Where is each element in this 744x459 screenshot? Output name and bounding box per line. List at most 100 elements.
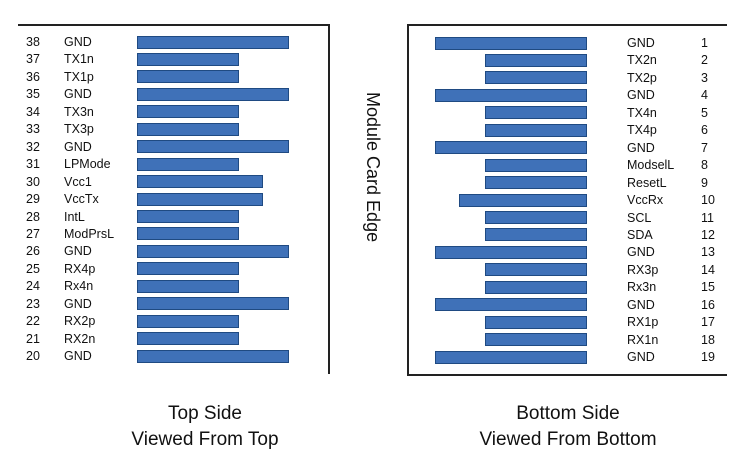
pin-number: 33 bbox=[26, 122, 40, 137]
pin-row: 3 TX2p bbox=[409, 70, 727, 87]
pin-row: 25 RX4p bbox=[18, 261, 328, 278]
contact-pad bbox=[137, 332, 239, 346]
pin-name: IntL bbox=[64, 209, 85, 224]
pin-name: RX1p bbox=[627, 315, 659, 330]
pin-name: TX3n bbox=[64, 104, 94, 119]
module-card-edge-label: Module Card Edge bbox=[363, 92, 383, 243]
pin-number: 3 bbox=[701, 70, 708, 85]
pin-row: 10 VccRx bbox=[409, 192, 727, 209]
pin-name: TX4n bbox=[627, 105, 657, 120]
contact-pad bbox=[485, 263, 587, 277]
pin-row: 18 RX1n bbox=[409, 332, 727, 349]
pin-number: 28 bbox=[26, 209, 40, 224]
contact-pad bbox=[435, 298, 587, 312]
pin-name: Vcc1 bbox=[64, 174, 92, 189]
pin-name: Rx4n bbox=[64, 279, 94, 294]
top-side-caption-line2: Viewed From Top bbox=[131, 429, 279, 450]
contact-pad bbox=[137, 279, 239, 293]
pin-row: 31 LPMode bbox=[18, 156, 328, 173]
pin-row: 12 SDA bbox=[409, 227, 727, 244]
contact-pad bbox=[485, 106, 587, 120]
contact-pad bbox=[137, 52, 239, 66]
contact-pad bbox=[137, 105, 239, 119]
pin-row: 35 GND bbox=[18, 86, 328, 103]
pin-number: 16 bbox=[701, 297, 715, 312]
pin-number: 10 bbox=[701, 193, 715, 208]
pin-row: 20 GND bbox=[18, 348, 328, 365]
contact-pad bbox=[137, 192, 263, 206]
pin-number: 6 bbox=[701, 123, 708, 138]
contact-pad bbox=[485, 333, 587, 347]
pin-row: 7 GND bbox=[409, 140, 727, 157]
pin-row: 24 Rx4n bbox=[18, 278, 328, 295]
bottom-side-caption: Bottom Side Viewed From Bottom bbox=[438, 401, 698, 453]
pin-number: 30 bbox=[26, 174, 40, 189]
pin-number: 34 bbox=[26, 104, 40, 119]
bottom-side-panel: 1 GND 2 TX2n 3 TX2p 4 GND 5 TX4n 6 TX4p 7 GND 8 ModselL… bbox=[407, 24, 727, 376]
contact-pad bbox=[435, 36, 587, 50]
pin-name: GND bbox=[64, 35, 92, 49]
bottom-side-caption-line2: Viewed From Bottom bbox=[479, 429, 657, 450]
pin-row: 29 VccTx bbox=[18, 191, 328, 208]
pin-row: 19 GND bbox=[409, 349, 727, 366]
pin-name: GND bbox=[64, 296, 92, 311]
pin-number: 21 bbox=[26, 331, 40, 346]
pin-name: RX2p bbox=[64, 314, 96, 329]
pin-name: VccRx bbox=[627, 193, 664, 208]
pin-name: RX3p bbox=[627, 262, 659, 277]
pin-name: TX2p bbox=[627, 70, 657, 85]
pin-number: 18 bbox=[701, 332, 715, 347]
pin-row: 21 RX2n bbox=[18, 331, 328, 348]
contact-pad bbox=[137, 70, 239, 84]
pin-number: 1 bbox=[701, 36, 708, 50]
contact-pad bbox=[485, 158, 587, 172]
pin-row: 28 IntL bbox=[18, 209, 328, 226]
pin-number: 38 bbox=[26, 35, 40, 49]
pin-row: 22 RX2p bbox=[18, 313, 328, 330]
pin-name: ResetL bbox=[627, 175, 667, 190]
pin-name: GND bbox=[64, 244, 92, 259]
pin-name: ModselL bbox=[627, 158, 675, 173]
pin-number: 13 bbox=[701, 245, 715, 260]
contact-pad bbox=[459, 193, 587, 207]
pin-row: 8 ModselL bbox=[409, 157, 727, 174]
pin-row: 1 GND bbox=[409, 35, 727, 52]
contact-pad bbox=[137, 297, 289, 311]
pin-row: 30 Vcc1 bbox=[18, 174, 328, 191]
contact-pad bbox=[435, 350, 587, 364]
pin-row: 37 TX1n bbox=[18, 51, 328, 68]
contact-pad bbox=[435, 88, 587, 102]
pin-number: 7 bbox=[701, 140, 708, 155]
pin-number: 35 bbox=[26, 87, 40, 102]
pin-name: VccTx bbox=[64, 192, 99, 207]
pin-number: 11 bbox=[701, 210, 714, 225]
pin-number: 25 bbox=[26, 261, 40, 276]
pin-number: 15 bbox=[701, 280, 715, 295]
pin-number: 26 bbox=[26, 244, 40, 259]
contact-pad bbox=[137, 175, 263, 189]
pin-name: GND bbox=[627, 245, 655, 260]
bottom-side-caption-line1: Bottom Side bbox=[516, 403, 620, 424]
contact-pad bbox=[435, 141, 587, 155]
pin-number: 5 bbox=[701, 105, 708, 120]
contact-pad bbox=[137, 35, 289, 49]
pin-name: SDA bbox=[627, 227, 653, 242]
pin-number: 24 bbox=[26, 279, 40, 294]
pin-row: 15 Rx3n bbox=[409, 279, 727, 296]
pin-row: 34 TX3n bbox=[18, 104, 328, 121]
contact-pad bbox=[137, 140, 289, 154]
contact-pad bbox=[485, 123, 587, 137]
pin-row: 11 SCL bbox=[409, 210, 727, 227]
pin-row: 17 RX1p bbox=[409, 314, 727, 331]
contact-pad bbox=[137, 157, 239, 171]
contact-pad bbox=[137, 227, 239, 241]
pin-row: 4 GND bbox=[409, 87, 727, 104]
pin-number: 36 bbox=[26, 69, 40, 84]
pin-row: 6 TX4p bbox=[409, 122, 727, 139]
pin-number: 8 bbox=[701, 158, 708, 173]
pin-name: TX2n bbox=[627, 53, 657, 68]
pin-name: GND bbox=[64, 87, 92, 102]
pin-name: GND bbox=[627, 297, 655, 312]
contact-pad bbox=[485, 71, 587, 85]
pin-number: 29 bbox=[26, 192, 40, 207]
